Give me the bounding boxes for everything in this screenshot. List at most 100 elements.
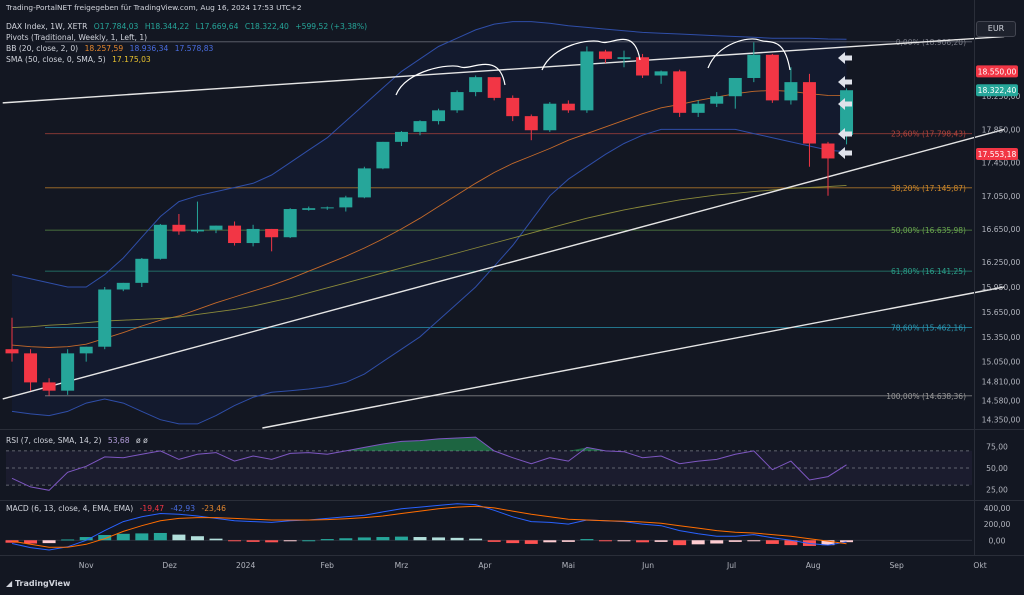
macd-histogram-bar[interactable]: [24, 540, 38, 544]
macd-histogram-bar[interactable]: [469, 538, 483, 541]
candle[interactable]: [543, 102, 557, 132]
trendline[interactable]: [2, 128, 1005, 400]
candle[interactable]: [469, 75, 483, 97]
macd-histogram-bar[interactable]: [432, 537, 446, 541]
candle-body[interactable]: [802, 82, 816, 144]
candle-body[interactable]: [728, 77, 742, 97]
candle-body[interactable]: [636, 57, 650, 76]
sma-legend[interactable]: SMA (50, close, 0, SMA, 5) 17.175,03: [6, 55, 155, 64]
candle-body[interactable]: [190, 229, 204, 232]
symbol-legend[interactable]: DAX Index, 1W, XETR O17.784,03 H18.344,2…: [6, 22, 371, 31]
candle-body[interactable]: [524, 116, 538, 131]
macd-histogram-bar[interactable]: [376, 537, 390, 541]
candle[interactable]: [116, 282, 130, 292]
macd-histogram-bar[interactable]: [79, 537, 93, 541]
candle-body[interactable]: [487, 77, 501, 98]
candle[interactable]: [802, 73, 816, 167]
candle-body[interactable]: [710, 96, 724, 104]
candle-body[interactable]: [394, 131, 408, 142]
candle[interactable]: [79, 346, 93, 362]
candle[interactable]: [728, 77, 742, 109]
candle[interactable]: [302, 206, 316, 211]
candle[interactable]: [172, 214, 186, 235]
macd-histogram-bar[interactable]: [413, 537, 427, 541]
candle[interactable]: [357, 166, 371, 199]
macd-histogram-bar[interactable]: [320, 539, 334, 541]
annotation-arrow-icon[interactable]: [838, 98, 852, 110]
candle-body[interactable]: [747, 54, 761, 78]
macd-histogram-bar[interactable]: [598, 540, 612, 542]
candle[interactable]: [209, 225, 223, 234]
macd-histogram-bar[interactable]: [61, 539, 75, 541]
macd-histogram-bar[interactable]: [302, 540, 316, 542]
annotation-arrow-icon[interactable]: [838, 147, 852, 159]
candle[interactable]: [42, 378, 56, 396]
macd-histogram-bar[interactable]: [821, 540, 835, 546]
currency-button[interactable]: EUR: [976, 21, 1016, 37]
candle-body[interactable]: [543, 103, 557, 131]
candle-body[interactable]: [79, 346, 93, 354]
candle[interactable]: [580, 46, 594, 113]
annotation-arc[interactable]: [707, 38, 791, 71]
price-pane[interactable]: 0,00% (18.906,20) 23,60% (17.798,43) 38,20…: [0, 21, 1024, 430]
candle-body[interactable]: [5, 349, 19, 354]
candle[interactable]: [524, 114, 538, 141]
candle[interactable]: [654, 70, 668, 84]
candle[interactable]: [283, 208, 297, 239]
macd-histogram-bar[interactable]: [209, 538, 223, 541]
candle-body[interactable]: [153, 224, 167, 259]
annotation-arc[interactable]: [395, 63, 506, 96]
candle[interactable]: [135, 257, 149, 287]
macd-histogram-bar[interactable]: [543, 540, 557, 543]
time-axis[interactable]: Nov Dez 2024 Feb Mrz Apr Mai Jun Jul Aug Sep Okt: [0, 0, 1024, 570]
candle[interactable]: [153, 223, 167, 260]
candle[interactable]: [24, 349, 38, 391]
candle[interactable]: [673, 69, 687, 117]
rsi-legend[interactable]: RSI (7, close, SMA, 14, 2) 53,68 ø ø: [6, 436, 152, 445]
candle[interactable]: [246, 224, 260, 247]
pivots-legend[interactable]: Pivots (Traditional, Weekly, 1, Left, 1): [6, 33, 148, 42]
candle-body[interactable]: [784, 82, 798, 101]
candle-body[interactable]: [821, 143, 835, 159]
candle-body[interactable]: [246, 228, 260, 244]
macd-histogram-bar[interactable]: [524, 540, 538, 544]
annotation-arc[interactable]: [541, 38, 641, 71]
candle-body[interactable]: [561, 103, 575, 111]
candle-body[interactable]: [765, 54, 779, 101]
candle[interactable]: [98, 287, 112, 350]
macd-histogram-bar[interactable]: [784, 540, 798, 546]
candle-body[interactable]: [469, 77, 483, 93]
candle[interactable]: [320, 206, 334, 210]
macd-histogram-bar[interactable]: [98, 535, 112, 541]
candle-body[interactable]: [617, 57, 631, 59]
candle-body[interactable]: [209, 225, 223, 230]
annotation-arrow-icon[interactable]: [838, 128, 852, 140]
candle[interactable]: [450, 90, 464, 113]
candle-body[interactable]: [357, 168, 371, 198]
candle-body[interactable]: [580, 51, 594, 111]
trendline[interactable]: [2, 35, 1005, 104]
candle-body[interactable]: [320, 207, 334, 209]
macd-histogram-bar[interactable]: [394, 536, 408, 541]
macd-pane[interactable]: 400,00 200,00 0,00: [5, 503, 1011, 551]
candle-body[interactable]: [691, 103, 705, 113]
macd-histogram-bar[interactable]: [228, 540, 242, 542]
candle-body[interactable]: [61, 353, 75, 391]
annotation-arrow-icon[interactable]: [838, 52, 852, 64]
macd-histogram-bar[interactable]: [506, 540, 520, 544]
macd-histogram-bar[interactable]: [561, 540, 575, 542]
macd-histogram-bar[interactable]: [172, 534, 186, 541]
macd-histogram-bar[interactable]: [636, 540, 650, 543]
candle-body[interactable]: [413, 121, 427, 132]
candle[interactable]: [691, 100, 705, 117]
candle[interactable]: [339, 195, 353, 212]
candle-body[interactable]: [172, 224, 186, 232]
candle-body[interactable]: [302, 208, 316, 210]
macd-histogram-bar[interactable]: [673, 540, 687, 546]
candle[interactable]: [710, 92, 724, 108]
macd-histogram-bar[interactable]: [710, 540, 724, 544]
candle[interactable]: [506, 95, 520, 122]
candle[interactable]: [636, 53, 650, 78]
candle-body[interactable]: [283, 209, 297, 238]
